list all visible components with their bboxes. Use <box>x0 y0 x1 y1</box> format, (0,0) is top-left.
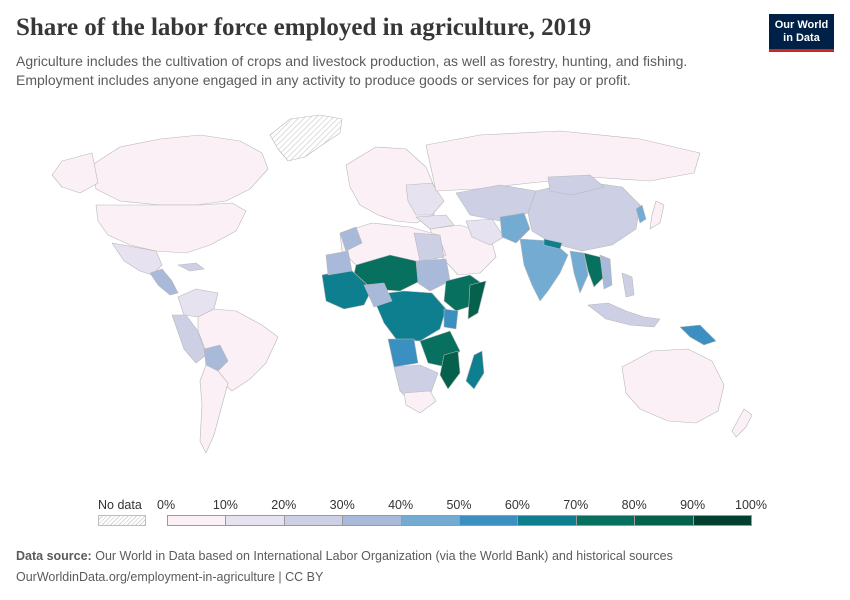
region-papua-new-guinea[interactable] <box>679 324 717 346</box>
region-canada[interactable] <box>91 134 269 206</box>
region-argentina[interactable] <box>199 364 229 454</box>
region-egypt[interactable] <box>413 232 445 262</box>
owid-logo[interactable]: Our World in Data <box>769 14 834 52</box>
legend-bin-4[interactable] <box>400 515 460 526</box>
legend-bin-1[interactable] <box>225 515 285 526</box>
legend-tick-4: 40% <box>388 498 414 512</box>
legend-tick-2: 20% <box>271 498 297 512</box>
legend-tick-6: 60% <box>504 498 530 512</box>
chart-title: Share of the labor force employed in agr… <box>16 14 592 41</box>
data-source-label: Data source: <box>16 549 92 563</box>
region-eastern-europe[interactable] <box>405 182 445 216</box>
legend-no-data-swatch[interactable] <box>98 515 146 526</box>
data-source: Data source: Our World in Data based on … <box>16 549 673 563</box>
legend-tick-7: 70% <box>563 498 589 512</box>
legend-bin-0[interactable] <box>167 515 227 526</box>
legend-tick-5: 50% <box>446 498 472 512</box>
logo-line-1: Our World <box>774 19 829 31</box>
region-turkey[interactable] <box>415 214 455 230</box>
region-kenya[interactable] <box>443 308 459 330</box>
region-mauritania[interactable] <box>325 250 353 276</box>
legend-tick-1: 10% <box>212 498 238 512</box>
legend-tick-10: 100% <box>735 498 767 512</box>
region-thailand-laos[interactable] <box>583 252 605 288</box>
region-china[interactable] <box>527 180 641 252</box>
region-afghanistan[interactable] <box>499 212 531 244</box>
region-usa[interactable] <box>95 202 247 254</box>
region-sudan[interactable] <box>415 258 451 292</box>
chart-subtitle: Agriculture includes the cultivation of … <box>16 53 688 88</box>
legend-tick-9: 90% <box>680 498 706 512</box>
legend-bin-8[interactable] <box>634 515 694 526</box>
legend-bin-7[interactable] <box>575 515 636 526</box>
region-australia[interactable] <box>621 348 725 424</box>
legend: No data 0% 10% 20% 30% 40% 50% 60% 70% 80% 90% 100… <box>0 498 850 534</box>
legend-no-data-label: No data <box>98 498 142 512</box>
source-url[interactable]: OurWorldinData.org/employment-in-agricul… <box>16 570 324 584</box>
region-madagascar[interactable] <box>465 350 485 390</box>
region-philippines[interactable] <box>621 272 635 298</box>
region-vietnam[interactable] <box>599 254 613 290</box>
legend-tick-0: 0% <box>157 498 176 512</box>
region-new-zealand[interactable] <box>731 408 753 438</box>
legend-tick-8: 80% <box>621 498 647 512</box>
data-source-text: Our World in Data based on International… <box>95 549 673 563</box>
region-central-america[interactable] <box>149 268 179 296</box>
region-somalia[interactable] <box>467 280 487 320</box>
region-mongolia[interactable] <box>547 174 605 196</box>
logo-line-2: in Data <box>783 32 820 44</box>
region-alaska[interactable] <box>51 152 99 194</box>
region-angola[interactable] <box>387 338 419 368</box>
region-caribbean[interactable] <box>177 262 205 272</box>
region-iran[interactable] <box>465 218 505 246</box>
region-central-africa[interactable] <box>371 290 447 342</box>
region-morocco[interactable] <box>339 226 363 252</box>
region-mozambique[interactable] <box>439 350 461 390</box>
region-greenland[interactable] <box>269 114 343 162</box>
region-indonesia[interactable] <box>587 302 661 328</box>
legend-bin-2[interactable] <box>283 515 344 526</box>
region-russia[interactable] <box>425 130 701 192</box>
legend-bin-3[interactable] <box>342 515 402 526</box>
region-bolivia[interactable] <box>203 344 229 372</box>
region-south-africa[interactable] <box>403 390 437 414</box>
legend-tick-3: 30% <box>329 498 355 512</box>
region-nigeria[interactable] <box>363 282 393 308</box>
world-map[interactable] <box>0 105 850 495</box>
region-india[interactable] <box>519 238 569 302</box>
region-myanmar[interactable] <box>569 250 589 294</box>
legend-bin-6[interactable] <box>517 515 577 526</box>
legend-bin-5[interactable] <box>459 515 519 526</box>
region-japan[interactable] <box>649 200 665 230</box>
region-korea[interactable] <box>635 204 647 224</box>
legend-bin-9[interactable] <box>692 515 752 526</box>
region-nepal[interactable] <box>543 238 563 250</box>
